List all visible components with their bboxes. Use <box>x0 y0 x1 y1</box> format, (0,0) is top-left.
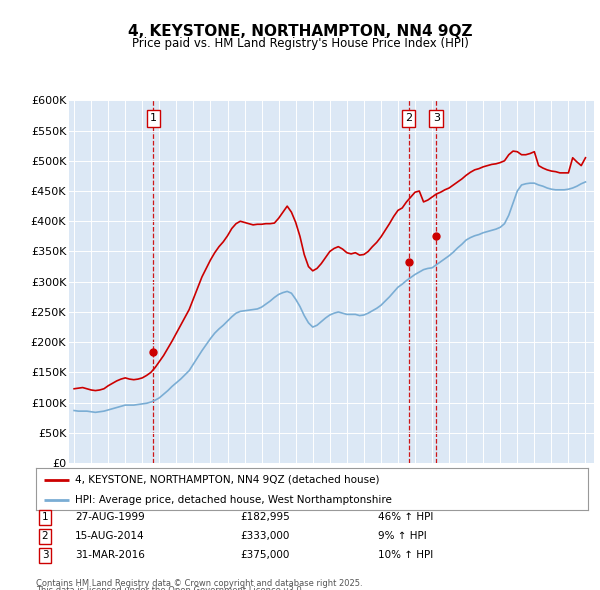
Text: £333,000: £333,000 <box>240 532 289 541</box>
Text: 3: 3 <box>433 113 440 123</box>
Text: 9% ↑ HPI: 9% ↑ HPI <box>378 532 427 541</box>
Text: 4, KEYSTONE, NORTHAMPTON, NN4 9QZ (detached house): 4, KEYSTONE, NORTHAMPTON, NN4 9QZ (detac… <box>74 475 379 485</box>
Text: 2: 2 <box>41 532 49 541</box>
Text: 10% ↑ HPI: 10% ↑ HPI <box>378 550 433 560</box>
Text: 31-MAR-2016: 31-MAR-2016 <box>75 550 145 560</box>
Text: 15-AUG-2014: 15-AUG-2014 <box>75 532 145 541</box>
Text: Contains HM Land Registry data © Crown copyright and database right 2025.: Contains HM Land Registry data © Crown c… <box>36 579 362 588</box>
Text: 27-AUG-1999: 27-AUG-1999 <box>75 513 145 522</box>
Text: Price paid vs. HM Land Registry's House Price Index (HPI): Price paid vs. HM Land Registry's House … <box>131 37 469 50</box>
Text: £182,995: £182,995 <box>240 513 290 522</box>
Text: HPI: Average price, detached house, West Northamptonshire: HPI: Average price, detached house, West… <box>74 495 392 504</box>
Text: 4, KEYSTONE, NORTHAMPTON, NN4 9QZ: 4, KEYSTONE, NORTHAMPTON, NN4 9QZ <box>128 24 472 38</box>
Text: 46% ↑ HPI: 46% ↑ HPI <box>378 513 433 522</box>
Text: £375,000: £375,000 <box>240 550 289 560</box>
Text: This data is licensed under the Open Government Licence v3.0.: This data is licensed under the Open Gov… <box>36 586 304 590</box>
Text: 1: 1 <box>150 113 157 123</box>
Text: 1: 1 <box>41 513 49 522</box>
Text: 2: 2 <box>405 113 412 123</box>
Text: 3: 3 <box>41 550 49 560</box>
